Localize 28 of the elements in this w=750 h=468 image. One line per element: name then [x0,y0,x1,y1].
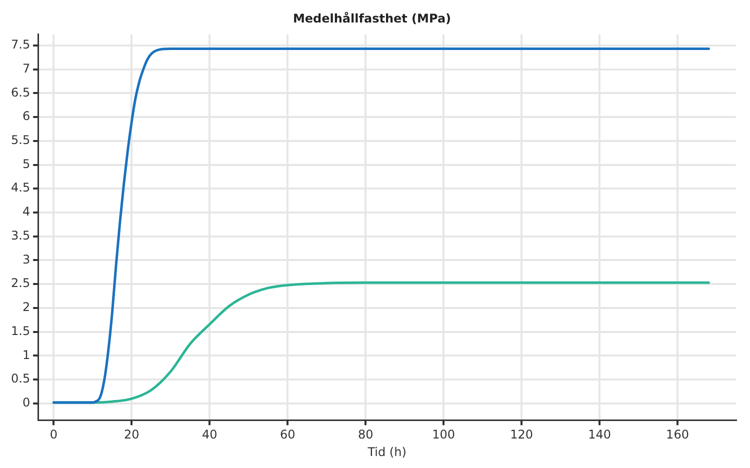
chart-title: Medelhållfasthet (MPa) [292,11,452,26]
y-tick-label: 3.5 [10,228,30,242]
y-tick-label: 0.5 [10,372,30,386]
x-tick-label: 60 [280,428,296,442]
x-tick-label: 160 [666,428,689,442]
x-axis-title: Tid (h) [366,444,406,459]
line-series [52,47,710,404]
x-tick-label: 80 [358,428,374,442]
y-tick-label: 4 [22,204,30,219]
x-tick-label: 0 [50,428,58,442]
x-tick-label: 20 [124,428,140,442]
y-tick-label: 1.5 [10,324,30,338]
y-tick-label: 1 [22,348,30,362]
x-tick-label: 40 [202,428,218,442]
y-tick-label: 5.5 [10,133,30,147]
y-tick-label: 4.5 [10,180,30,195]
y-tick-label: 2.5 [10,276,30,290]
y-tick-label: 6 [22,109,30,124]
y-tick-label: 7.5 [10,38,30,52]
x-tick-label: 140 [588,428,611,442]
y-tick-label: 6.5 [10,85,30,100]
y-tick-label: 5 [22,156,30,171]
y-tick-label: 2 [22,300,30,314]
x-tick-label: 100 [432,428,456,442]
y-tick-label: 7 [22,61,30,76]
x-tick-label: 120 [510,428,534,442]
y-tick-label: 0 [22,396,30,410]
y-tick-label: 3 [22,252,30,266]
